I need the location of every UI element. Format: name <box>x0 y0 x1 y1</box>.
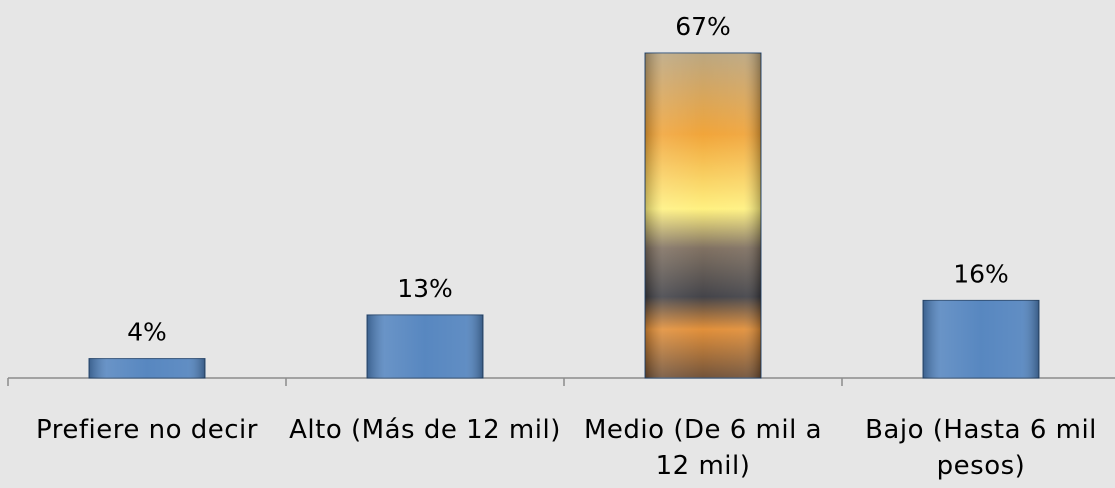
bar-gloss <box>89 358 205 378</box>
x-tick-label: Bajo (Hasta 6 mil pesos) <box>865 415 1097 481</box>
value-label: 13% <box>397 274 453 303</box>
x-tick-label: Medio (De 6 mil a 12 mil) <box>583 415 823 481</box>
value-label: 16% <box>953 259 1009 288</box>
bar-gloss <box>923 300 1039 378</box>
value-label: 4% <box>127 318 167 347</box>
bar-gloss <box>645 53 761 378</box>
bar-gloss <box>367 314 483 378</box>
x-tick-label: Alto (Más de 12 mil) <box>289 415 561 445</box>
x-tick-label: Prefiere no decir <box>36 415 258 445</box>
value-label: 67% <box>675 12 731 41</box>
